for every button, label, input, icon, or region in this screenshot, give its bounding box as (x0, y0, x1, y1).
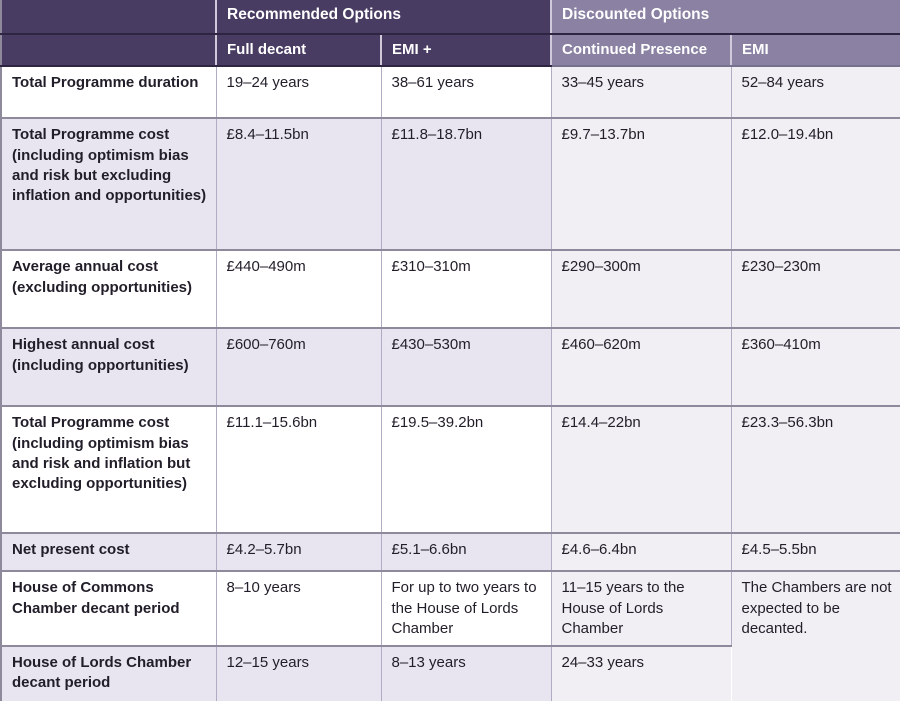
data-cell: £4.5–5.5bn (731, 532, 900, 572)
data-cell: £310–310m (381, 249, 552, 329)
row-label: Total Programme duration (1, 65, 217, 119)
data-cell: 38–61 years (381, 65, 552, 119)
row-label: Net present cost (1, 532, 217, 572)
data-cell: £9.7–13.7bn (551, 117, 732, 251)
data-cell: £11.1–15.6bn (216, 405, 382, 534)
column-header-continued-presence: Continued Presence (551, 34, 732, 68)
table-row: Net present cost £4.2–5.7bn £5.1–6.6bn £… (1, 532, 900, 572)
data-cell: £430–530m (381, 327, 552, 407)
data-cell: £11.8–18.7bn (381, 117, 552, 251)
data-cell: £290–300m (551, 249, 732, 329)
data-cell: £8.4–11.5bn (216, 117, 382, 251)
column-header-emi: EMI (731, 34, 900, 68)
data-cell: £23.3–56.3bn (731, 405, 900, 534)
data-cell: £14.4–22bn (551, 405, 732, 534)
data-cell: 52–84 years (731, 65, 900, 119)
data-cell: £600–760m (216, 327, 382, 407)
data-cell: 8–10 years (216, 570, 382, 646)
row-label: Highest annual cost (including opportuni… (1, 327, 217, 407)
table-row: Average annual cost (excluding opportuni… (1, 249, 900, 329)
data-cell: £4.2–5.7bn (216, 532, 382, 572)
data-cell: 12–15 years (216, 645, 382, 701)
column-group-discounted: Discounted Options (551, 0, 900, 35)
row-label: Total Programme cost (including optimism… (1, 117, 217, 251)
table-row: Total Programme duration 19–24 years 38–… (1, 65, 900, 119)
data-cell: £460–620m (551, 327, 732, 407)
data-cell: 8–13 years (381, 645, 552, 701)
corner-cell (1, 34, 217, 68)
data-cell: 11–15 years to the House of Lords Chambe… (551, 570, 732, 646)
row-label: House of Lords Chamber decant period (1, 645, 217, 701)
data-cell: 24–33 years (551, 645, 731, 701)
data-cell: For up to two years to the House of Lord… (381, 570, 552, 646)
corner-cell (1, 0, 217, 35)
data-cell: £5.1–6.6bn (381, 532, 552, 572)
row-label: Total Programme cost (including optimism… (1, 405, 217, 534)
column-header-full-decant: Full decant (216, 34, 382, 68)
data-cell: £360–410m (731, 327, 900, 407)
data-cell: 33–45 years (551, 65, 732, 119)
column-header-row: Full decant EMI + Continued Presence EMI (1, 34, 900, 68)
table-row: House of Commons Chamber decant period 8… (1, 570, 900, 701)
table-row: Total Programme cost (including optimism… (1, 405, 900, 534)
table-row: Total Programme cost (including optimism… (1, 117, 900, 251)
data-cell: £440–490m (216, 249, 382, 329)
data-cell: 19–24 years (216, 65, 382, 119)
table-row: Highest annual cost (including opportuni… (1, 327, 900, 407)
data-cell: £19.5–39.2bn (381, 405, 552, 534)
data-cell: £230–230m (731, 249, 900, 329)
table-row: House of Lords Chamber decant period 12–… (1, 645, 900, 701)
header-group-row: Recommended Options Discounted Options (1, 0, 900, 35)
row-label: House of Commons Chamber decant period (1, 570, 217, 646)
column-group-recommended: Recommended Options (216, 0, 552, 35)
data-cell: £4.6–6.4bn (551, 532, 732, 572)
column-header-emi-plus: EMI + (381, 34, 552, 68)
data-cell-merged: The Chambers are not expected to be deca… (731, 570, 900, 701)
data-cell: £12.0–19.4bn (731, 117, 900, 251)
row-label: Average annual cost (excluding opportuni… (1, 249, 217, 329)
